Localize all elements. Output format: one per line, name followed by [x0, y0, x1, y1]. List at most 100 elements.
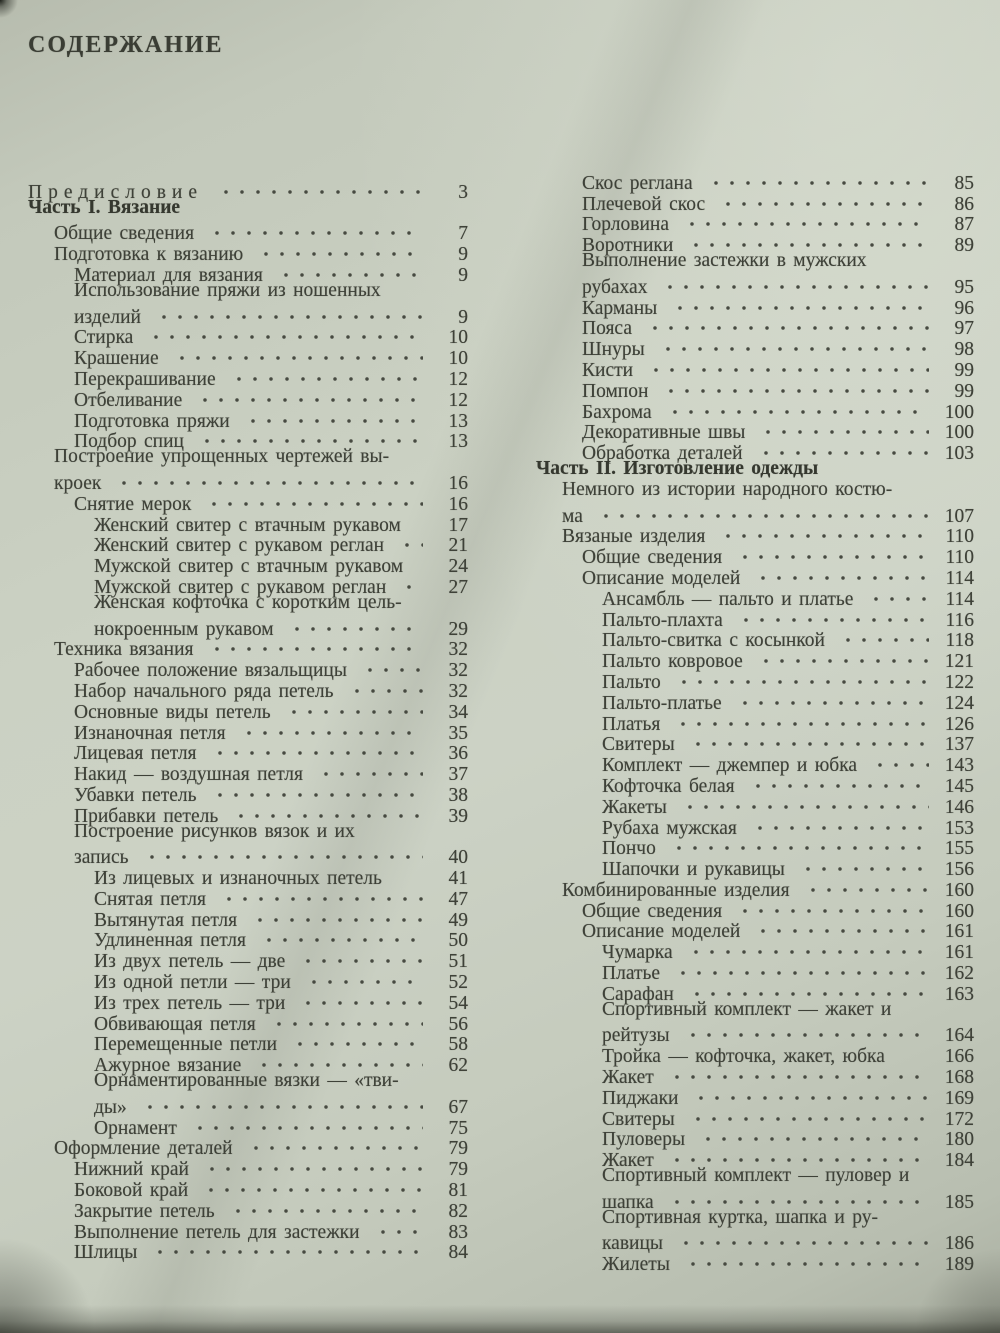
- toc-entry-label: Шапочки и рукавицы: [602, 859, 785, 881]
- toc-entry-page: 186: [944, 1233, 974, 1255]
- toc-entry-label: Рабочее положение вязальщицы: [74, 660, 347, 682]
- dot-leader: [144, 322, 423, 344]
- toc-entry: запись 40: [28, 842, 468, 868]
- toc-entry: Построение рисунков вязок и их: [28, 820, 468, 843]
- toc-entry-label: Построение рисунков вязок и их: [74, 820, 355, 842]
- toc-entry: Шлицы 84: [28, 1237, 468, 1263]
- toc-entry-page: 38: [448, 784, 469, 806]
- toc-entry: Описание моделей 161: [536, 916, 974, 942]
- dot-leader: [703, 168, 929, 189]
- toc-entry-label: Воротники: [582, 235, 674, 257]
- toc-entry: Обработка деталей 103: [536, 438, 974, 464]
- toc-entry: Набор начального ряда петель 32: [28, 676, 468, 702]
- toc-entry-label: Перекрашивание: [74, 368, 216, 390]
- toc-entry: Шапочки и рукавицы 156: [536, 854, 974, 880]
- toc-entry-page: 75: [448, 1117, 469, 1139]
- dot-leader: [655, 334, 929, 356]
- toc-entry-page: 155: [944, 838, 974, 860]
- dot-leader: [732, 687, 929, 709]
- toc-entry-page: 107: [944, 505, 974, 527]
- toc-entry: Тройка — кофточка, жакет, юбка 166: [536, 1041, 974, 1067]
- toc-entry-label: Кофточка белая: [602, 775, 735, 797]
- toc-entry: Ансамбль — пальто и платье 114: [536, 583, 974, 610]
- dot-leader: [684, 979, 929, 1000]
- toc-entry: Воротники 89: [536, 230, 974, 256]
- toc-entry-page: 52: [448, 972, 469, 994]
- toc-entry: Бахрома 100: [536, 396, 974, 422]
- toc-entry: Орнамент 75: [28, 1112, 468, 1138]
- toc-entry-page: 103: [944, 443, 974, 465]
- toc-entry-label: Спортивный комплект — пуловер и: [602, 1165, 910, 1187]
- toc-entry-page: 116: [945, 609, 974, 631]
- toc-entry-label: Орнаментированные вязки — «тви-: [94, 1070, 399, 1092]
- dot-leader: [112, 468, 423, 489]
- toc-entry-label: Декоративные швы: [582, 422, 746, 444]
- toc-entry-page: 98: [954, 339, 975, 361]
- toc-entry-label: Свитеры: [602, 734, 675, 756]
- toc-entry-label: Рубаха мужская: [602, 817, 737, 839]
- dot-leader: [664, 1187, 929, 1208]
- toc-entry: ды» 67: [28, 1092, 468, 1118]
- dot-leader: [137, 1092, 423, 1113]
- toc-entry-page: 168: [944, 1067, 974, 1089]
- toc-entry-page: 32: [448, 660, 469, 682]
- toc-entry-label: Отбеливание: [74, 389, 183, 411]
- toc-entry-page: 96: [954, 297, 975, 319]
- toc-entry-label: кавицы: [602, 1233, 664, 1255]
- toc-entry: Кофточка белая 145: [536, 771, 974, 797]
- dot-leader: [680, 209, 929, 231]
- dot-leader: [753, 646, 929, 668]
- toc-entry-label: шапка: [602, 1191, 654, 1213]
- toc-entry: Пальто 122: [536, 667, 974, 693]
- toc-entry: Боковой край 81: [28, 1175, 468, 1201]
- dot-leader: [745, 771, 929, 792]
- toc-entry-label: Жакет: [602, 1067, 654, 1089]
- dot-leader: [696, 1124, 929, 1146]
- toc-entry-page: 126: [944, 713, 974, 735]
- toc-entry-page: 118: [945, 630, 974, 652]
- dot-leader: [864, 583, 929, 605]
- toc-column-right: Скос реглана 85 Плечевой скос 86 Горловина 87…: [536, 168, 975, 1275]
- toc-entry-label: Крашение: [74, 348, 159, 370]
- toc-entry-label: Ажурное вязание: [94, 1055, 242, 1077]
- toc-entry: Мужской свитер с рукавом реглан 27: [28, 572, 468, 598]
- toc-entry-label: Закрытие петель: [74, 1200, 215, 1222]
- toc-entry-label: Лицевая петля: [74, 743, 197, 765]
- toc-entry-page: 16: [448, 472, 469, 494]
- dot-leader: [296, 946, 423, 968]
- toc-entry-label: Ансамбль — пальто и платье: [602, 588, 854, 610]
- toc-entry-label: Убавки петель: [74, 784, 197, 806]
- toc-entry-label: Пуловеры: [602, 1129, 686, 1151]
- toc-entry: шапка 185: [536, 1187, 974, 1213]
- toc-entry: Жилеты 189: [536, 1249, 974, 1275]
- dot-leader: [397, 572, 423, 593]
- toc-entry-page: 122: [944, 671, 974, 693]
- toc-entry-page: 114: [945, 588, 974, 610]
- dot-leader: [658, 271, 929, 293]
- toc-entry: рубахах 95: [536, 271, 974, 298]
- toc-entry-page: 12: [448, 389, 469, 411]
- toc-entry: Жакеты 146: [536, 791, 974, 818]
- dot-leader: [685, 729, 929, 751]
- toc-entry-label: Снятие мерок: [74, 493, 192, 515]
- toc-entry-label: Выполнение застежки в мужских: [582, 250, 867, 272]
- toc-entry: Женский свитер с втачным рукавом 17: [28, 510, 468, 536]
- toc-entry-page: 9: [458, 264, 468, 286]
- toc-entry-label: Бахрома: [582, 401, 652, 423]
- toc-entry-label: Свитеры: [602, 1108, 675, 1130]
- toc-entry-page: 124: [944, 692, 974, 714]
- dot-leader: [266, 1008, 423, 1030]
- toc-entry-label: Плечевой скос: [582, 193, 706, 215]
- toc-entry-label: Стирка: [74, 327, 134, 349]
- toc-entry-page: 34: [448, 701, 469, 723]
- toc-entry: Построение упрощенных чертежей вы-: [28, 447, 468, 468]
- toc-entry-label: Выполнение петель для застежки: [74, 1221, 360, 1243]
- dot-leader: [248, 904, 423, 926]
- toc-entry-label: Прибавки петель: [74, 805, 219, 827]
- toc-entry-page: 160: [944, 900, 974, 922]
- dot-leader: [370, 1216, 423, 1238]
- toc-entry: Рубаха мужская 153: [536, 812, 974, 838]
- toc-entry: Вязаные изделия 110: [536, 521, 974, 547]
- toc-entry-label: Пальто-свитка с косынкой: [602, 630, 825, 652]
- toc-entry: Сарафан 163: [536, 979, 974, 1005]
